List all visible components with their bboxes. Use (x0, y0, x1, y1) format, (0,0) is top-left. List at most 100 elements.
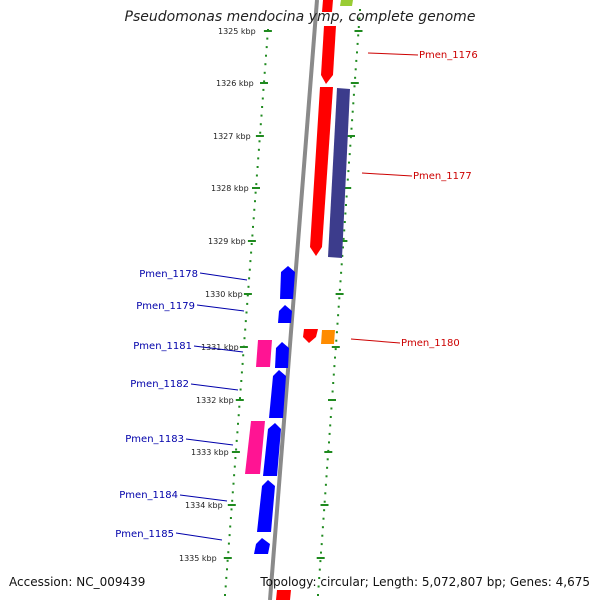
gene-navy-block[interactable] (328, 88, 350, 258)
track-dot (343, 229, 346, 232)
gene-pmen-1180-arrow[interactable] (303, 329, 318, 343)
gene-pmen-1185-arrow[interactable] (254, 538, 270, 554)
gene-top-lime-fragment[interactable] (340, 0, 353, 6)
track-dot (231, 491, 234, 494)
gene-label-pmen-1177[interactable]: Pmen_1177 (413, 171, 472, 182)
genome-title: Pseudomonas mendocina ymp, complete geno… (124, 9, 476, 25)
track-dot (323, 500, 326, 503)
track-dot (354, 76, 357, 79)
tick-label-1332: 1332 kbp (196, 396, 234, 405)
track-dot (230, 508, 233, 511)
track-dot (258, 140, 261, 143)
tick-labels: 1325 kbp 1326 kbp 1327 kbp 1328 kbp 1329… (179, 27, 256, 563)
track-dot (240, 380, 243, 382)
track-dot (330, 407, 333, 410)
gene-pmen-1177-arrow[interactable] (310, 87, 333, 256)
track-dot (235, 448, 238, 451)
track-dot (265, 54, 267, 57)
track-dot (359, 9, 361, 11)
gene-label-pmen-1179[interactable]: Pmen_1179 (136, 301, 195, 312)
track-dot (255, 183, 258, 186)
track-dot (335, 331, 338, 334)
genome-summary-text: Topology: circular; Length: 5,072,807 bp… (260, 575, 590, 589)
track-dot (236, 431, 239, 434)
track-dot (233, 474, 236, 477)
gene-pmen-1182-arrow[interactable] (269, 370, 286, 418)
track-dot (244, 328, 247, 331)
track-dot (358, 17, 361, 20)
track-dot (255, 174, 258, 177)
track-dot (321, 526, 324, 529)
track-dot (326, 458, 329, 461)
gene-pmen-1183-arrow[interactable] (263, 423, 281, 476)
gene-label-pmen-1180[interactable]: Pmen_1180 (401, 338, 460, 349)
track-dot (257, 157, 260, 160)
gene-label-pmen-1183[interactable]: Pmen_1183 (125, 434, 184, 445)
track-dot (227, 542, 230, 545)
gene-pmen-1183-pink-block[interactable] (245, 421, 265, 474)
track-dot (253, 208, 256, 211)
gene-bottom-red-fragment[interactable] (276, 590, 291, 600)
gene-pmen-1176-arrow[interactable] (321, 26, 336, 84)
track-dot (227, 551, 230, 554)
track-dot (336, 322, 339, 325)
gene-label-pmen-1176[interactable]: Pmen_1176 (419, 50, 478, 61)
track-dot (264, 63, 267, 66)
track-dot (337, 314, 340, 317)
track-dot (342, 237, 345, 240)
track-dot (241, 362, 244, 365)
track-dot (246, 294, 249, 297)
gene-orange-block[interactable] (321, 330, 335, 344)
gene-label-pmen-1185[interactable]: Pmen_1185 (115, 529, 174, 540)
track-dot (248, 277, 251, 280)
track-dot (232, 482, 235, 485)
tick-label-1335: 1335 kbp (179, 554, 217, 563)
track-dot (317, 594, 319, 596)
tick-label-1325: 1325 kbp (218, 27, 256, 36)
track-dot (328, 432, 331, 435)
track-dot (240, 371, 243, 374)
tick-label-1333: 1333 kbp (191, 448, 229, 457)
gene-pmen-1179-arrow[interactable] (278, 305, 292, 323)
gene-pmen-1184-arrow[interactable] (257, 480, 275, 532)
track-dot (327, 449, 330, 452)
track-dot (256, 166, 259, 168)
gene-top-red-fragment[interactable] (322, 0, 333, 12)
track-dot (317, 585, 320, 588)
track-dot (261, 97, 264, 100)
tick-label-1326: 1326 kbp (216, 79, 254, 88)
gene-label-pmen-1184[interactable]: Pmen_1184 (119, 490, 178, 501)
track-dot (354, 68, 357, 71)
track-dot (259, 131, 262, 134)
track-dot (239, 388, 242, 391)
track-dot (254, 200, 256, 203)
track-dot (233, 465, 236, 468)
genome-backbone (268, 0, 319, 600)
track-dot (328, 441, 330, 444)
track-dot (344, 212, 347, 215)
tick-label-1334: 1334 kbp (185, 501, 223, 510)
gene-label-pmen-1181[interactable]: Pmen_1181 (133, 341, 192, 352)
gene-pink-block-1181[interactable] (256, 340, 272, 367)
track-dot (346, 178, 349, 181)
reverse-gene-labels: Pmen_1178 Pmen_1179 Pmen_1181 Pmen_1182 … (115, 269, 198, 540)
gene-label-pmen-1178[interactable]: Pmen_1178 (139, 269, 198, 280)
track-dot (334, 348, 337, 351)
track-dot (331, 390, 334, 393)
track-dot (348, 161, 350, 164)
track-dot (322, 517, 325, 520)
track-dot (262, 88, 265, 91)
track-dot (352, 93, 355, 96)
gene-label-pmen-1182[interactable]: Pmen_1182 (130, 379, 189, 390)
track-dot (329, 416, 332, 418)
track-dot (321, 534, 324, 537)
tick-label-1329: 1329 kbp (208, 237, 246, 246)
gene-pmen-1181-arrow[interactable] (275, 342, 289, 368)
gene-pmen-1178-arrow[interactable] (280, 266, 295, 299)
track-dot (245, 311, 248, 314)
track-dot (226, 559, 229, 562)
scale-ticks (223, 30, 363, 559)
track-dot (355, 59, 358, 62)
track-dot (324, 483, 327, 486)
